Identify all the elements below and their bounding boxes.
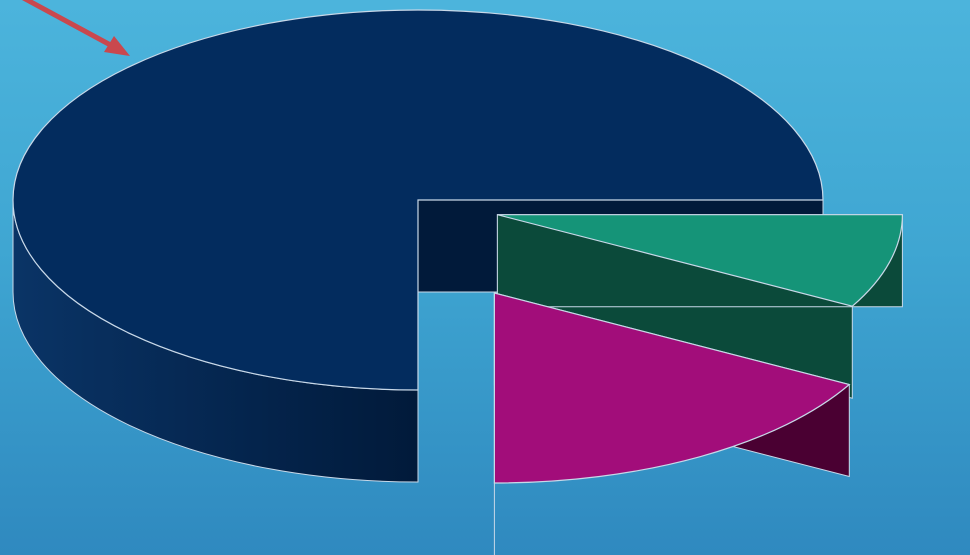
arrow-head — [104, 36, 130, 56]
pie-slices — [12, 9, 904, 555]
slice-top-face — [497, 214, 904, 307]
arrow-shaft — [21, 0, 118, 51]
slice-top-face — [12, 9, 824, 391]
slice-top-face — [493, 292, 851, 484]
pie-slice-1 — [496, 214, 904, 399]
pie-slice-2 — [493, 292, 851, 555]
annotation-arrow — [21, 0, 130, 56]
